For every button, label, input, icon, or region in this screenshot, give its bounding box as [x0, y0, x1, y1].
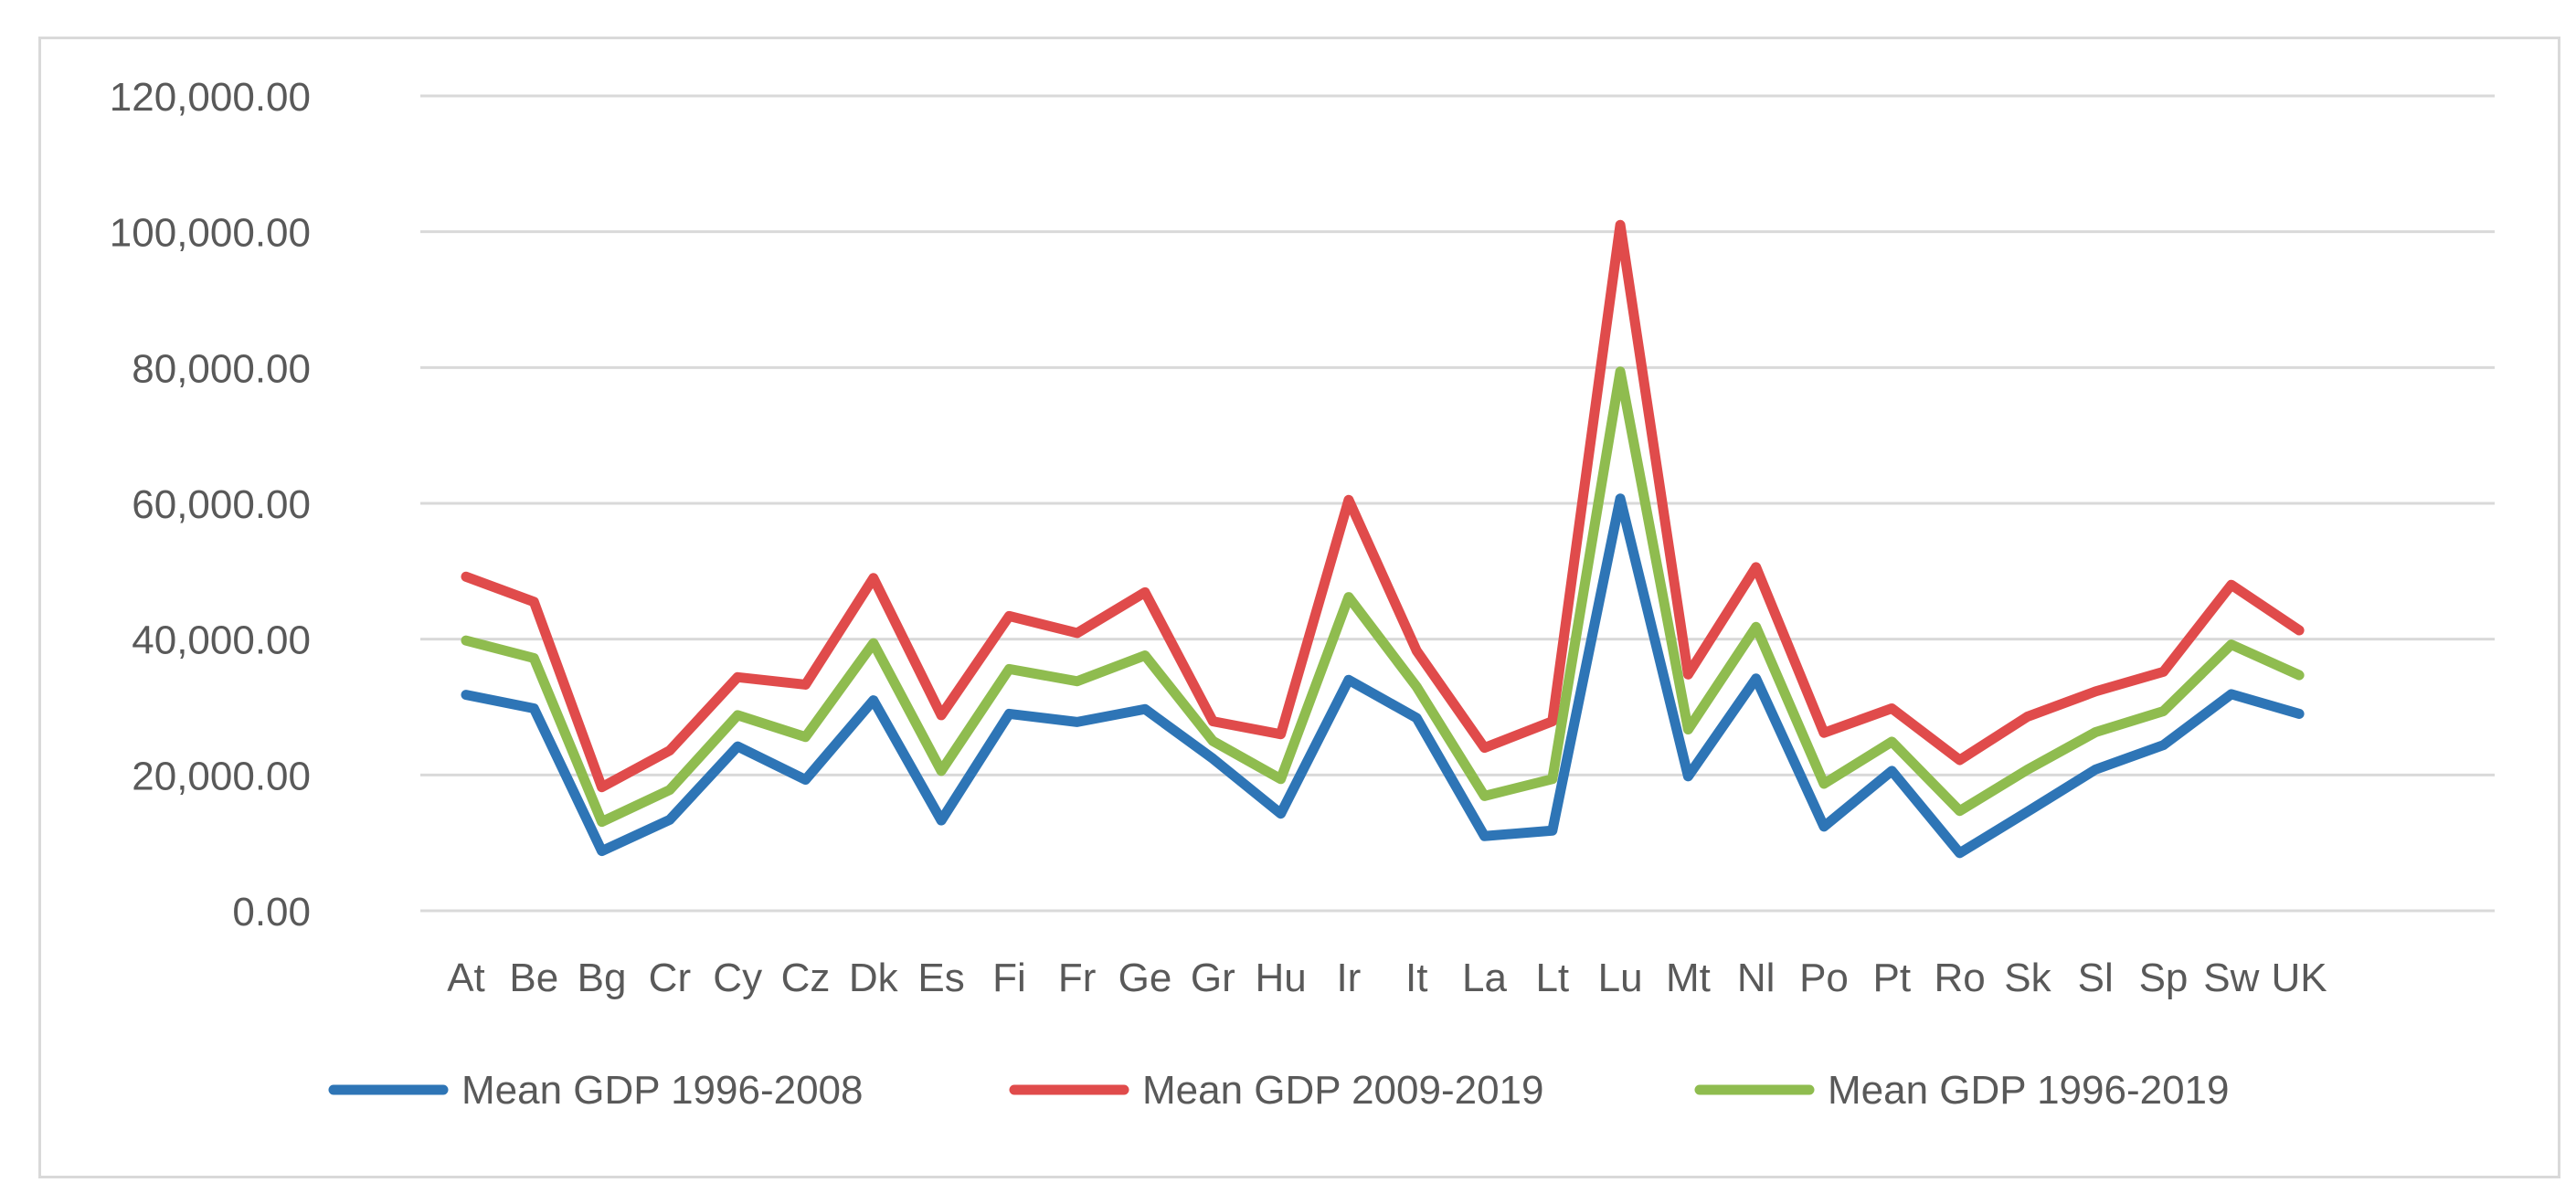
x-tick-label: Hu: [1255, 956, 1306, 1000]
series-line-0: [461, 493, 2305, 859]
x-tick-label: Cy: [713, 956, 762, 1000]
legend-label-0: Mean GDP 1996-2008: [461, 1068, 863, 1113]
x-tick-label: Cz: [781, 956, 831, 1000]
x-tick-label: Ir: [1336, 956, 1361, 1000]
y-tick-label: 120,000.00: [110, 75, 311, 120]
legend-label-1: Mean GDP 2009-2019: [1142, 1068, 1543, 1113]
x-tick-label: UK: [2272, 956, 2327, 1000]
x-tick-label: Sp: [2139, 956, 2189, 1000]
legend: Mean GDP 1996-2008 Mean GDP 2009-2019 Mean…: [328, 1068, 2229, 1113]
x-tick-label: Fr: [1058, 956, 1097, 1000]
y-tick-label: 40,000.00: [132, 618, 311, 663]
x-tick-label: Be: [509, 956, 558, 1000]
x-tick-label: Dk: [849, 956, 899, 1000]
chart-frame: [38, 37, 2560, 1178]
x-tick-label: Bg: [578, 956, 627, 1000]
y-tick-label: 60,000.00: [132, 482, 311, 527]
x-tick-label: At: [447, 956, 485, 1000]
y-tick-label: 100,000.00: [110, 211, 311, 256]
x-tick-label: Sl: [2078, 956, 2114, 1000]
y-tick-label: 20,000.00: [132, 754, 311, 798]
x-tick-label: Ro: [1934, 956, 1985, 1000]
x-tick-label: Sk: [2004, 956, 2051, 1000]
x-tick-label: Fi: [992, 956, 1026, 1000]
series-line-1: [461, 219, 2305, 793]
y-axis-tick-labels: 0.00 20,000.00 40,000.00 60,000.00 80,000.00…: [110, 75, 311, 935]
x-tick-label: Ge: [1118, 956, 1172, 1000]
x-tick-label: Pt: [1873, 956, 1912, 1000]
y-tick-label: 80,000.00: [132, 346, 311, 391]
legend-label-2: Mean GDP 1996-2019: [1828, 1068, 2229, 1113]
series-lines: [461, 219, 2305, 859]
gridlines: [420, 94, 2495, 913]
x-tick-label: Lu: [1598, 956, 1643, 1000]
x-tick-label: Po: [1799, 956, 1849, 1000]
x-tick-label: Nl: [1737, 956, 1776, 1000]
x-tick-label: Cr: [649, 956, 691, 1000]
x-tick-label: Mt: [1666, 956, 1711, 1000]
x-tick-label: Gr: [1191, 956, 1235, 1000]
x-tick-label: Lt: [1535, 956, 1569, 1000]
series-line-2: [461, 366, 2305, 828]
y-tick-label: 0.00: [232, 890, 311, 935]
x-tick-label: La: [1462, 956, 1507, 1000]
x-tick-label: Es: [917, 956, 964, 1000]
x-tick-label: It: [1405, 956, 1427, 1000]
x-axis-tick-labels: At Be Bg Cr Cy Cz Dk Es Fi Fr Ge Gr Hu Ir It La Lt Lu Mt Nl…: [447, 956, 2327, 1000]
x-tick-label: Sw: [2203, 956, 2259, 1000]
